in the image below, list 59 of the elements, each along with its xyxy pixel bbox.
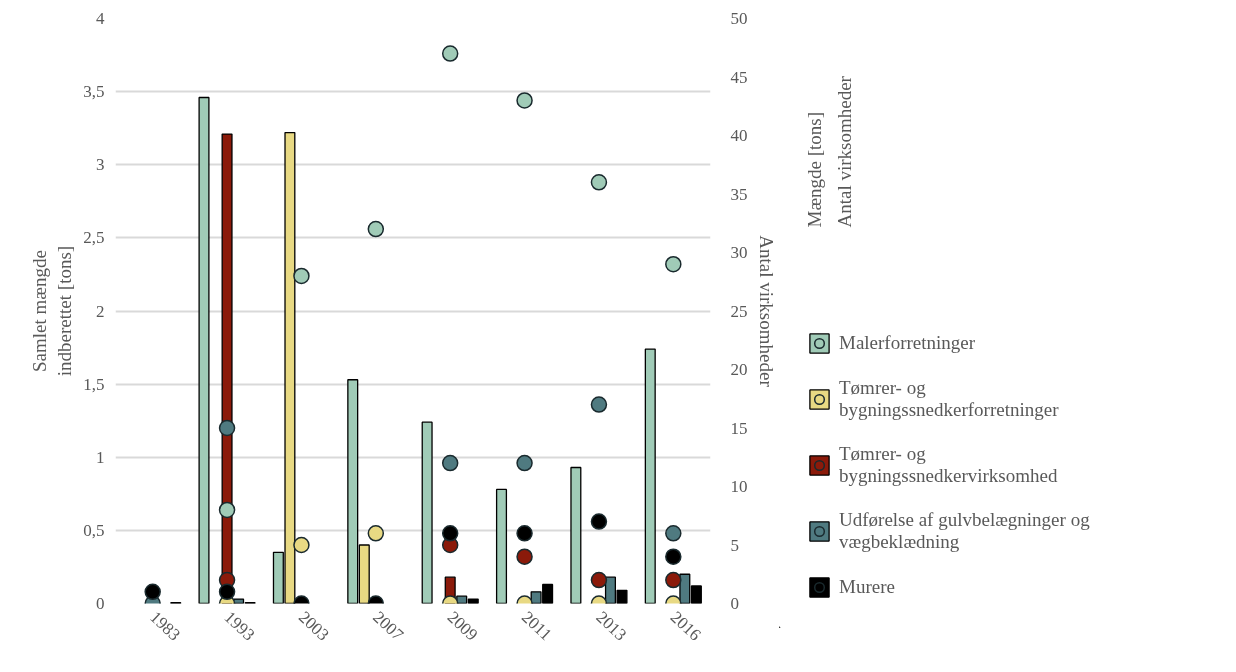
point xyxy=(590,571,608,589)
point xyxy=(665,525,682,542)
y2-tick-label: 15 xyxy=(730,418,748,438)
y-axis-title: Samlet mængde indberettet [tons] xyxy=(29,245,76,377)
legend-label: Udførelse af gulvbelægninger og vægbeklædning xyxy=(839,509,1090,553)
point xyxy=(441,525,459,542)
point xyxy=(441,45,459,62)
y2-tick-label: 35 xyxy=(730,184,748,204)
y2-axis-title: Antal virksomheder xyxy=(755,235,777,388)
bar xyxy=(570,466,582,604)
bar xyxy=(421,421,433,604)
point xyxy=(441,454,459,472)
y2-tick-label: 5 xyxy=(730,535,739,555)
y2-tick-label: 50 xyxy=(730,9,748,28)
y-tick-label: 2,5 xyxy=(83,228,105,248)
legend-title: Mængde [tons] Antal virksomheder xyxy=(803,75,855,228)
y-tick-label: 3,5 xyxy=(83,82,105,102)
x-tick-label: 1993 xyxy=(220,607,259,645)
point xyxy=(590,396,608,413)
y2-tick-label: 30 xyxy=(730,243,748,262)
bar xyxy=(644,348,656,604)
point xyxy=(516,525,533,542)
point xyxy=(144,583,161,601)
y-tick-label: 2 xyxy=(96,301,105,321)
point xyxy=(516,548,533,565)
point xyxy=(590,174,608,191)
bar xyxy=(198,96,210,604)
point xyxy=(218,501,236,519)
point xyxy=(367,525,385,542)
legend-label: Malerforretninger xyxy=(839,332,976,354)
bar xyxy=(495,488,508,604)
y2-tick-label: 40 xyxy=(730,126,748,145)
point xyxy=(665,571,682,589)
point xyxy=(293,267,310,285)
y-tick-label: 3 xyxy=(96,155,105,175)
y2-tick-label: 25 xyxy=(730,301,748,321)
point xyxy=(590,513,608,530)
x-tick-label: 1983 xyxy=(146,607,185,645)
point xyxy=(218,583,236,601)
point xyxy=(665,255,682,273)
legend-label: Murere xyxy=(839,576,895,598)
legend-label: Tømrer- og bygningssnedkerforretninger xyxy=(839,377,1059,421)
y-tick-label: 1,5 xyxy=(83,374,105,394)
point xyxy=(516,454,533,472)
legend-label: Tømrer- og bygningssnedkervirksomhed xyxy=(839,443,1058,487)
point xyxy=(367,220,385,238)
point xyxy=(218,419,236,437)
y-tick-label: 0,5 xyxy=(83,520,105,540)
y-tick-label: 0 xyxy=(96,594,105,613)
y2-tick-label: 45 xyxy=(730,67,748,87)
y-tick-label: 1 xyxy=(96,447,105,467)
y2-tick-label: 20 xyxy=(730,360,748,379)
y-tick-label: 4 xyxy=(96,9,105,28)
x-tick-label: 2007 xyxy=(369,607,408,645)
point xyxy=(516,92,533,109)
y2-tick-label: 0 xyxy=(730,594,739,613)
y2-tick-label: 10 xyxy=(730,477,748,496)
point xyxy=(293,536,310,554)
point xyxy=(665,548,682,565)
